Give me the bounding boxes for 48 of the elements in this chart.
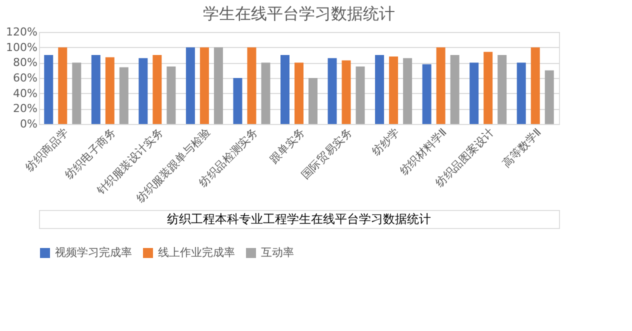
bar <box>498 55 507 124</box>
y-tick-label: 20% <box>13 102 38 116</box>
bar <box>294 62 304 124</box>
legend-label: 互动率 <box>261 246 294 259</box>
bar <box>484 52 493 124</box>
bar <box>422 64 432 124</box>
y-tick-label: 0% <box>20 118 38 130</box>
bar <box>389 56 398 124</box>
bar <box>44 55 54 124</box>
bar <box>200 47 209 124</box>
bar <box>280 55 290 124</box>
bar <box>328 58 337 124</box>
bar <box>233 78 242 124</box>
y-tick-label: 80% <box>13 56 38 70</box>
bar <box>105 57 114 124</box>
chart-title: 学生在线平台学习数据统计 <box>203 4 395 23</box>
legend-label: 线上作业完成率 <box>158 246 235 259</box>
bar <box>544 70 554 124</box>
bar <box>375 55 384 124</box>
bar <box>72 62 82 124</box>
bar <box>58 47 68 124</box>
bar <box>214 47 223 124</box>
bar <box>470 62 479 124</box>
x-tick-label: 跟单实务 <box>267 126 308 166</box>
bar <box>186 47 195 124</box>
bar <box>91 55 100 124</box>
bar <box>138 58 148 124</box>
bar <box>152 55 162 124</box>
bar <box>119 67 128 124</box>
y-tick-label: 100% <box>6 40 38 54</box>
y-tick-label: 40% <box>13 86 38 100</box>
bar <box>530 47 540 124</box>
bar <box>166 66 176 124</box>
bar <box>247 47 256 124</box>
bar <box>516 62 526 124</box>
legend-label: 视频学习完成率 <box>55 246 132 259</box>
bar <box>261 62 270 124</box>
bar <box>342 60 351 124</box>
bar <box>356 66 365 124</box>
bar <box>450 55 460 124</box>
y-tick-label: 120% <box>6 26 38 38</box>
bar <box>436 47 446 124</box>
bar <box>308 78 318 124</box>
text: 纺织工程本科专业工程学生在线平台学习数据统计 <box>167 212 431 226</box>
x-tick-label: 纺纱学 <box>370 126 402 158</box>
y-tick-label: 60% <box>13 72 38 84</box>
x-tick-label: 高等数学Ⅱ <box>500 126 544 170</box>
bar <box>403 58 412 124</box>
